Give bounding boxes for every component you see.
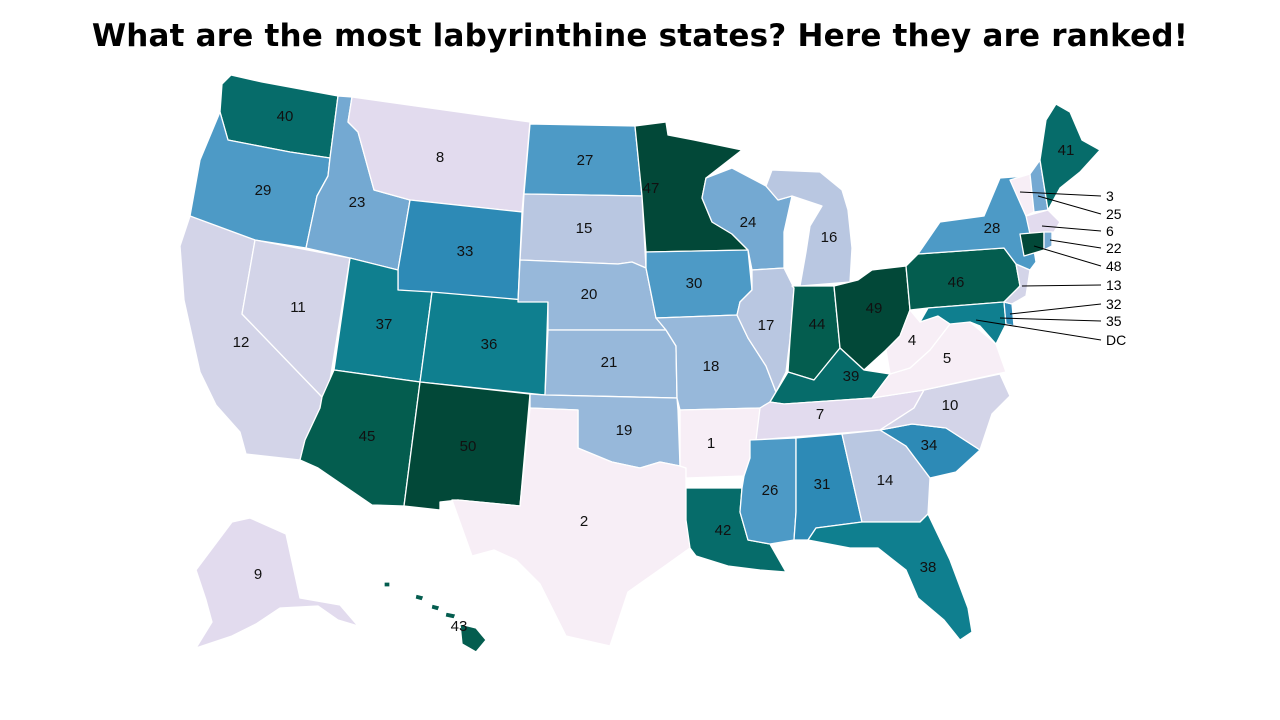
state-connecticut[interactable] [1019,231,1045,257]
rank-label-arkansas: 1 [707,435,715,452]
rank-label-north-dakota: 27 [577,152,594,169]
state-illinois[interactable] [736,267,795,393]
rank-label-michigan: 16 [821,229,838,246]
state-maine[interactable] [1039,103,1101,211]
states-layer [179,74,1101,653]
state-texas[interactable] [451,407,691,647]
rank-label-georgia: 14 [877,472,894,489]
callout-label-md: 35 [1106,313,1122,329]
rank-label-nevada: 11 [290,299,306,316]
callout-line-de [1009,303,1102,315]
state-new-mexico[interactable] [403,381,531,511]
callout-line-dc [975,319,1102,341]
rank-label-washington: 40 [277,108,294,125]
rank-label-pennsylvania: 46 [948,274,965,291]
rank-label-illinois: 17 [758,317,775,334]
callout-line-ma [1041,225,1102,232]
rank-label-south-dakota: 15 [576,220,593,237]
state-hawaii[interactable] [383,581,487,653]
rank-label-kentucky: 39 [843,368,860,385]
rank-label-arizona: 45 [359,428,376,445]
state-rhode-island[interactable] [1043,231,1053,251]
rank-label-kansas: 21 [601,354,618,371]
rank-label-iowa: 30 [686,275,703,292]
rank-label-montana: 8 [436,149,444,166]
rank-label-west-virginia: 4 [908,332,916,349]
callout-label-vt: 3 [1106,188,1114,204]
rank-label-colorado: 36 [481,336,498,353]
rank-label-california: 12 [233,334,250,351]
state-alaska[interactable] [195,517,359,649]
rank-labels: 4029121123833373645502715202119247301814… [233,108,1075,635]
rank-label-hawaii: 43 [451,618,468,635]
rank-label-oregon: 29 [255,182,272,199]
callout-line-nj [1021,284,1102,287]
state-florida[interactable] [807,513,973,641]
callout-line-nh [1037,195,1102,215]
rank-label-new-york: 28 [984,220,1001,237]
rank-label-indiana: 44 [809,316,826,333]
rank-label-new-mexico: 50 [460,438,477,455]
map-title: What are the most labyrinthine states? H… [91,18,1189,54]
rank-label-minnesota: 47 [643,180,660,197]
rank-label-utah: 37 [376,316,393,333]
rank-label-ohio: 49 [866,300,883,317]
callout-label-nj: 13 [1106,277,1122,293]
callout-label-ri: 22 [1106,240,1122,256]
rank-label-virginia: 5 [943,350,951,367]
rank-label-north-carolina: 10 [942,397,959,414]
callout-label-ma: 6 [1106,223,1114,239]
rank-label-idaho: 23 [349,194,366,211]
rank-label-wisconsin: 24 [740,214,757,231]
callout-line-ct [1033,245,1102,267]
rank-label-nebraska: 20 [581,286,598,303]
callout-line-ri [1049,239,1102,249]
state-north-carolina[interactable] [879,373,1011,451]
rank-label-texas: 2 [580,513,588,530]
rank-label-maine: 41 [1058,142,1075,159]
callout-line-md [999,317,1102,322]
rank-label-missouri: 18 [703,358,720,375]
rank-label-south-carolina: 34 [921,437,938,454]
rank-label-wyoming: 33 [457,243,474,260]
rank-label-mississippi: 26 [762,482,779,499]
callout-label-ct: 48 [1106,258,1122,274]
rank-label-alaska: 9 [254,566,262,583]
rank-label-oklahoma: 19 [616,422,633,439]
rank-label-louisiana: 42 [715,522,732,539]
callout-label-dc: DC [1106,332,1126,348]
rank-label-tennessee: 7 [816,406,824,423]
callout-line-vt [1019,191,1102,197]
callout-label-nh: 25 [1106,206,1122,222]
rank-label-alabama: 31 [814,476,831,493]
rank-label-florida: 38 [920,559,937,576]
callout-label-de: 32 [1106,296,1122,312]
